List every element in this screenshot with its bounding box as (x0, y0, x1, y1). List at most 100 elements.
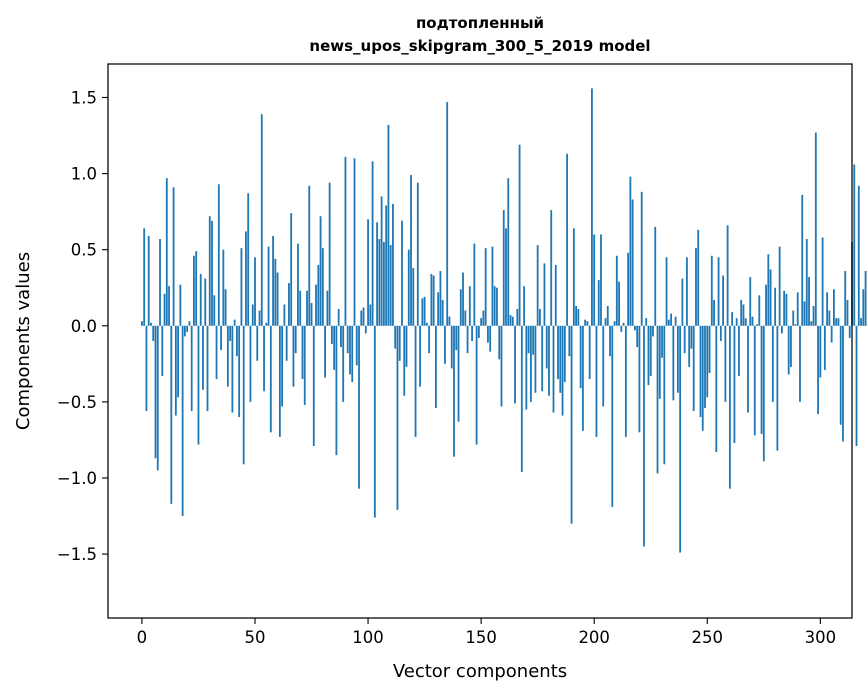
y-tick-label: 1.0 (71, 165, 97, 184)
bar (216, 326, 218, 379)
bar (403, 326, 405, 396)
bar (516, 309, 518, 326)
bar (494, 286, 496, 326)
y-axis: −1.5−1.0−0.50.00.51.01.5 (57, 88, 108, 564)
bar (550, 210, 552, 326)
bar (795, 324, 797, 326)
bar (815, 132, 817, 325)
bar (521, 326, 523, 472)
y-tick-label: −1.0 (57, 469, 97, 488)
bar (270, 326, 272, 433)
bar (388, 125, 390, 326)
bar (722, 276, 724, 326)
bar (584, 320, 586, 326)
bar (693, 326, 695, 411)
bar (189, 321, 191, 326)
bar (211, 221, 213, 326)
bar (659, 326, 661, 399)
bar (378, 239, 380, 326)
bar (587, 321, 589, 326)
bar (510, 315, 512, 326)
bar (702, 326, 704, 431)
bar (677, 326, 679, 393)
bar (496, 288, 498, 326)
bar (738, 326, 740, 376)
bar (363, 308, 365, 326)
bar (765, 285, 767, 326)
bar (469, 286, 471, 326)
bar (374, 326, 376, 518)
bar (648, 326, 650, 385)
bar (675, 317, 677, 326)
bar (833, 289, 835, 326)
bar (663, 326, 665, 465)
bar (338, 309, 340, 326)
bar (342, 326, 344, 402)
bar (168, 286, 170, 326)
bar (860, 318, 862, 326)
bar (706, 326, 708, 398)
bar (381, 196, 383, 325)
bar (250, 326, 252, 402)
bar (360, 311, 362, 326)
bar (618, 282, 620, 326)
bar (186, 326, 188, 332)
bar (695, 248, 697, 326)
bar (557, 326, 559, 379)
bar (247, 193, 249, 325)
bar (767, 254, 769, 326)
bar (485, 248, 487, 326)
bar (286, 326, 288, 361)
bar (254, 257, 256, 325)
bar (519, 145, 521, 326)
bar (473, 244, 475, 326)
bar (840, 326, 842, 425)
bar (175, 326, 177, 416)
bar (345, 157, 347, 326)
bar (616, 256, 618, 326)
bar (399, 326, 401, 361)
bar (505, 228, 507, 325)
bar (222, 250, 224, 326)
bar (600, 234, 602, 325)
bar (202, 326, 204, 390)
bar (835, 318, 837, 326)
bar (532, 326, 534, 355)
bar (593, 234, 595, 325)
bar (281, 326, 283, 407)
bar (734, 326, 736, 443)
bar (740, 300, 742, 326)
bar (308, 186, 310, 326)
bar (736, 318, 738, 326)
chart-title-line-2: news_upos_skipgram_300_5_2019 model (309, 37, 650, 55)
bar (354, 158, 356, 325)
bar (410, 175, 412, 326)
bar (704, 326, 706, 408)
x-tick-label: 300 (805, 628, 837, 647)
bar (761, 326, 763, 434)
bar (650, 326, 652, 376)
bar (774, 288, 776, 326)
bar (611, 326, 613, 507)
bar (442, 300, 444, 326)
bar (320, 216, 322, 326)
y-tick-label: −1.5 (57, 545, 97, 564)
bar (467, 326, 469, 353)
bar (523, 286, 525, 326)
bar (632, 199, 634, 325)
bar (713, 300, 715, 326)
bar (195, 251, 197, 326)
bar (263, 326, 265, 391)
bar (218, 184, 220, 326)
bar (313, 326, 315, 446)
bar (749, 277, 751, 326)
bar (731, 312, 733, 326)
bar (709, 326, 711, 373)
bar (279, 326, 281, 437)
bar (141, 321, 143, 326)
bar (166, 178, 168, 326)
bar (322, 248, 324, 326)
bar (539, 309, 541, 326)
bar (155, 326, 157, 458)
